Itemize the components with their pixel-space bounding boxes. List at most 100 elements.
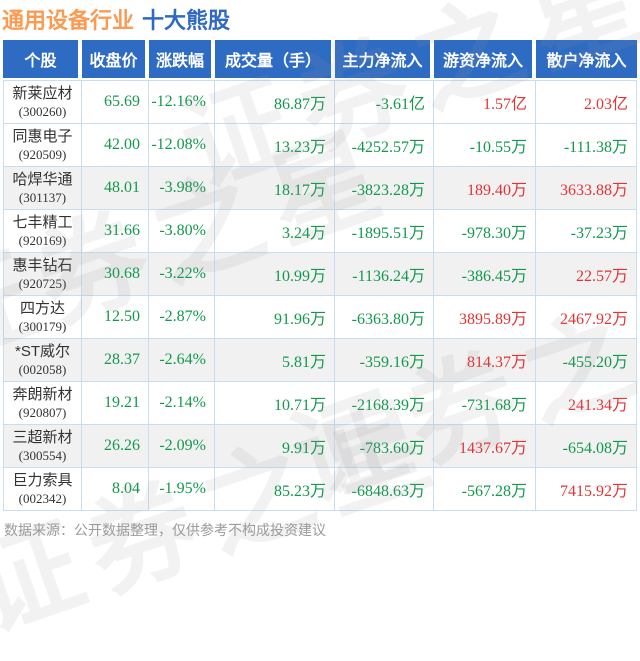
stock-code: (002058) xyxy=(18,361,67,377)
change-percent-cell: -2.14% xyxy=(149,382,215,424)
header-cell-volume: 成交量（手） xyxy=(215,40,331,78)
hot-money-inflow-cell: 189.40万 xyxy=(434,167,536,209)
main-inflow-cell: -783.60万 xyxy=(335,425,434,467)
hot-money-inflow-cell: -386.45万 xyxy=(434,253,536,295)
change-percent-cell: -12.16% xyxy=(149,81,215,123)
close-price-cell: 28.37 xyxy=(82,339,149,381)
close-price-cell: 65.69 xyxy=(82,81,149,123)
hot-money-inflow-cell: -567.28万 xyxy=(434,468,536,510)
page-title: 通用设备行业 十大熊股 xyxy=(0,0,640,34)
close-price-cell: 31.66 xyxy=(82,210,149,252)
stock-name: 四方达 xyxy=(19,299,65,317)
stock-code: (300179) xyxy=(18,318,67,334)
stock-name-cell: 奔朗新材 (920807) xyxy=(4,382,82,424)
main-inflow-cell: -1895.51万 xyxy=(335,210,434,252)
change-percent-cell: -1.95% xyxy=(149,468,215,510)
stock-code: (300554) xyxy=(18,447,67,463)
stock-name-cell: 新莱应材 (300260) xyxy=(4,81,82,123)
stock-name-cell: *ST威尔 (002058) xyxy=(4,339,82,381)
data-source-note: 数据来源：公开数据整理，仅供参考不构成投资建议 xyxy=(4,522,326,538)
stock-name: 巨力索具 xyxy=(12,471,73,489)
stock-name: 同惠电子 xyxy=(12,127,73,145)
table-row: 奔朗新材 (920807) 19.21 -2.14% 10.71万 -2168.… xyxy=(4,382,636,425)
title-suffix: 十大熊股 xyxy=(142,8,231,33)
bear-stocks-page: 通用设备行业 十大熊股 个股 收盘价 涨跌幅 成交量（手） 主力净流入 游资净流入… xyxy=(0,0,640,538)
retail-inflow-cell: 2467.92万 xyxy=(559,311,628,328)
header-cell-close-price: 收盘价 xyxy=(82,40,145,78)
volume-cell: 10.71万 xyxy=(215,382,335,424)
volume-cell: 18.17万 xyxy=(215,167,335,209)
volume-cell: 91.96万 xyxy=(215,296,335,338)
stock-name-cell: 四方达 (300179) xyxy=(4,296,82,338)
close-price-cell: 42.00 xyxy=(82,124,149,166)
close-price-cell: 12.50 xyxy=(82,296,149,338)
stock-name: 七丰精工 xyxy=(12,213,73,231)
table-header-row: 个股 收盘价 涨跌幅 成交量（手） 主力净流入 游资净流入 散户净流入 xyxy=(3,40,637,78)
change-percent-cell: -2.87% xyxy=(149,296,215,338)
volume-cell: 9.91万 xyxy=(215,425,335,467)
hot-money-inflow-cell: 3895.89万 xyxy=(434,296,536,338)
retail-inflow-cell: -455.20万 xyxy=(562,354,628,371)
change-percent-cell: -2.64% xyxy=(149,339,215,381)
main-inflow-cell: -6363.80万 xyxy=(335,296,434,338)
header-cell-main-inflow: 主力净流入 xyxy=(335,40,430,78)
stock-name: 哈焊华通 xyxy=(12,170,73,188)
stocks-table: 个股 收盘价 涨跌幅 成交量（手） 主力净流入 游资净流入 散户净流入 新莱应材… xyxy=(3,40,637,511)
hot-money-inflow-cell: 1.57亿 xyxy=(434,81,536,123)
retail-inflow-cell: 3633.88万 xyxy=(559,182,628,199)
retail-inflow-cell: 22.57万 xyxy=(575,268,628,285)
change-percent-cell: -2.09% xyxy=(149,425,215,467)
table-row: *ST威尔 (002058) 28.37 -2.64% 5.81万 -359.1… xyxy=(4,339,636,382)
table-row: 三超新材 (300554) 26.26 -2.09% 9.91万 -783.60… xyxy=(4,425,636,468)
stock-code: (920169) xyxy=(18,232,67,248)
retail-inflow-cell: 241.34万 xyxy=(567,397,628,414)
header-cell-stock: 个股 xyxy=(3,40,78,78)
change-percent-cell: -12.08% xyxy=(149,124,215,166)
stock-code: (300260) xyxy=(18,103,67,119)
hot-money-inflow-cell: -978.30万 xyxy=(434,210,536,252)
close-price-cell: 8.04 xyxy=(82,468,149,510)
main-inflow-cell: -1136.24万 xyxy=(335,253,434,295)
main-inflow-cell: -3.61亿 xyxy=(335,81,434,123)
stock-code: (920509) xyxy=(18,146,67,162)
hot-money-inflow-cell: -731.68万 xyxy=(434,382,536,424)
change-percent-cell: -3.98% xyxy=(149,167,215,209)
retail-inflow-cell: 2.03亿 xyxy=(583,96,628,113)
stock-name: 奔朗新材 xyxy=(12,385,73,403)
stock-name-cell: 巨力索具 (002342) xyxy=(4,468,82,510)
industry-name: 通用设备行业 xyxy=(2,8,135,33)
header-cell-change-percent: 涨跌幅 xyxy=(149,40,211,78)
volume-cell: 86.87万 xyxy=(215,81,335,123)
table-row: 七丰精工 (920169) 31.66 -3.80% 3.24万 -1895.5… xyxy=(4,210,636,253)
table-row: 四方达 (300179) 12.50 -2.87% 91.96万 -6363.8… xyxy=(4,296,636,339)
main-inflow-cell: -2168.39万 xyxy=(335,382,434,424)
close-price-cell: 48.01 xyxy=(82,167,149,209)
header-cell-retail-inflow: 散户净流入 xyxy=(536,40,637,78)
close-price-cell: 26.26 xyxy=(82,425,149,467)
retail-inflow-cell: 7415.92万 xyxy=(559,483,628,500)
stock-name-cell: 三超新材 (300554) xyxy=(4,425,82,467)
stock-code: (920807) xyxy=(18,404,67,420)
change-percent-cell: -3.22% xyxy=(149,253,215,295)
header-cell-hot-money-inflow: 游资净流入 xyxy=(434,40,532,78)
table-row: 巨力索具 (002342) 8.04 -1.95% 85.23万 -6848.6… xyxy=(4,468,636,511)
close-price-cell: 19.21 xyxy=(82,382,149,424)
retail-inflow-cell: -37.23万 xyxy=(570,225,628,242)
table-row: 哈焊华通 (301137) 48.01 -3.98% 18.17万 -3823.… xyxy=(4,167,636,210)
hot-money-inflow-cell: -10.55万 xyxy=(434,124,536,166)
table-row: 同惠电子 (920509) 42.00 -12.08% 13.23万 -4252… xyxy=(4,124,636,167)
volume-cell: 3.24万 xyxy=(215,210,335,252)
close-price-cell: 30.68 xyxy=(82,253,149,295)
main-inflow-cell: -6848.63万 xyxy=(335,468,434,510)
stock-code: (920725) xyxy=(18,275,67,291)
main-inflow-cell: -4252.57万 xyxy=(335,124,434,166)
stock-name: 新莱应材 xyxy=(12,84,73,102)
volume-cell: 85.23万 xyxy=(215,468,335,510)
stock-name: *ST威尔 xyxy=(14,342,70,360)
main-inflow-cell: -359.16万 xyxy=(335,339,434,381)
hot-money-inflow-cell: 1437.67万 xyxy=(434,425,536,467)
stock-code: (002342) xyxy=(18,490,67,506)
volume-cell: 13.23万 xyxy=(215,124,335,166)
change-percent-cell: -3.80% xyxy=(149,210,215,252)
hot-money-inflow-cell: 814.37万 xyxy=(434,339,536,381)
